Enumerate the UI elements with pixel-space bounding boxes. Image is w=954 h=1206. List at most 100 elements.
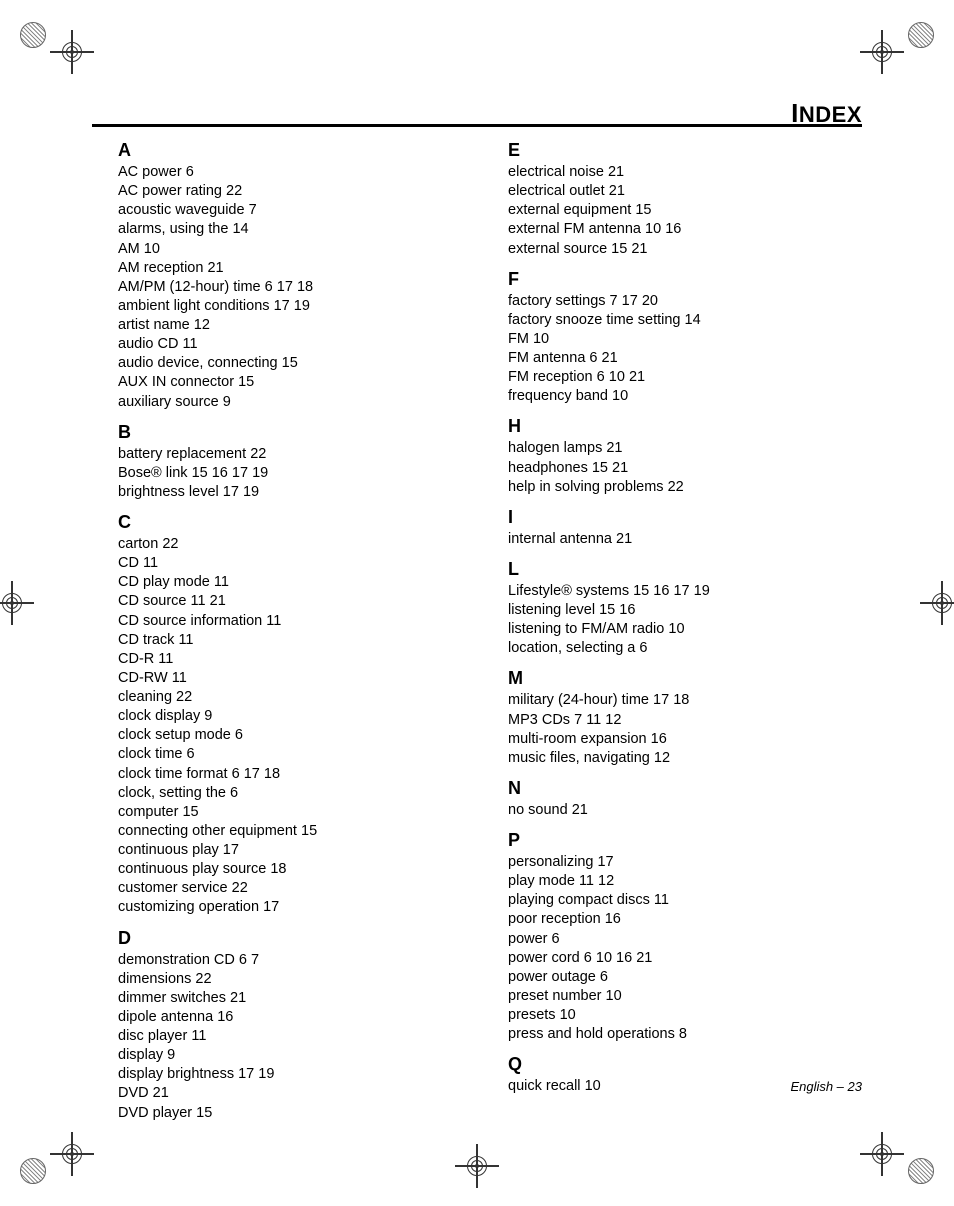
index-page-ref: 6 — [261, 279, 273, 295]
index-page-ref: 21 — [226, 990, 246, 1006]
index-page-ref: 12 — [601, 712, 621, 728]
index-letter: L — [508, 559, 858, 580]
index-term: AM/PM (12-hour) time — [118, 279, 261, 295]
index-entry: CD play mode11 — [118, 573, 468, 592]
index-entry: personalizing17 — [508, 853, 858, 872]
index-page-ref: 21 — [632, 950, 652, 966]
print-mark-ball — [20, 1158, 46, 1184]
index-page-ref: 6 — [580, 950, 592, 966]
index-entry: Bose® link15161719 — [118, 464, 468, 483]
index-page-ref: 17 — [240, 766, 260, 782]
index-term: cleaning — [118, 689, 172, 705]
index-term: CD source — [118, 593, 187, 609]
index-term: AC power rating — [118, 183, 222, 199]
index-page-ref: 18 — [293, 279, 313, 295]
index-term: dipole antenna — [118, 1009, 213, 1025]
index-term: no sound — [508, 802, 568, 818]
index-page-ref: 19 — [254, 1066, 274, 1082]
index-page-ref: 16 — [661, 221, 681, 237]
index-page-ref: 10 — [592, 950, 612, 966]
index-term: factory snooze time setting — [508, 312, 680, 328]
index-entry: CD source information11 — [118, 612, 468, 631]
index-page-ref: 15 — [178, 804, 198, 820]
index-page-ref: 16 — [213, 1009, 233, 1025]
print-mark-ball — [908, 1158, 934, 1184]
index-letter: B — [118, 422, 468, 443]
index-entry: DVD21 — [118, 1084, 468, 1103]
index-column-left: AAC power6AC power rating22acoustic wave… — [118, 140, 468, 1133]
index-entry: factory settings71720 — [508, 292, 858, 311]
index-entry: preset number10 — [508, 987, 858, 1006]
index-term: clock display — [118, 708, 200, 724]
index-page-ref: 11 — [139, 555, 158, 571]
index-page-ref: 21 — [598, 350, 618, 366]
index-page-ref: 10 — [641, 221, 661, 237]
index-entry: headphones1521 — [508, 459, 858, 478]
index-entry: artist name12 — [118, 316, 468, 335]
index-term: demonstration CD — [118, 952, 235, 968]
index-term: alarms, using the — [118, 221, 228, 237]
index-page-ref: 16 — [601, 911, 621, 927]
index-page-ref: 6 — [585, 350, 597, 366]
index-entry: listening level1516 — [508, 601, 858, 620]
index-entry: playing compact discs11 — [508, 891, 858, 910]
print-mark-ball — [20, 22, 46, 48]
index-page-ref: 15 — [607, 241, 627, 257]
registration-mark — [50, 1132, 94, 1176]
index-term: halogen lamps — [508, 440, 602, 456]
index-entry: connecting other equipment15 — [118, 822, 468, 841]
index-page-ref: 20 — [638, 293, 658, 309]
index-section: Ccarton22CD11CD play mode11CD source1121… — [118, 512, 468, 918]
index-page-ref: 11 — [210, 574, 229, 590]
index-page-ref: 15 — [297, 823, 317, 839]
index-letter: F — [508, 269, 858, 290]
index-page-ref: 17 — [669, 583, 689, 599]
index-term: display brightness — [118, 1066, 234, 1082]
index-term: continuous play source — [118, 861, 266, 877]
index-page-ref: 21 — [602, 440, 622, 456]
index-section: AAC power6AC power rating22acoustic wave… — [118, 140, 468, 412]
index-page-ref: 17 — [270, 298, 290, 314]
index-page-ref: 19 — [290, 298, 310, 314]
index-page-ref: 11 — [187, 1028, 206, 1044]
index-term: AUX IN connector — [118, 374, 234, 390]
index-entry: audio CD11 — [118, 335, 468, 354]
index-section: Mmilitary (24-hour) time1718MP3 CDs71112… — [508, 668, 858, 768]
index-page-ref: 15 — [595, 602, 615, 618]
index-page-ref: 10 — [556, 1007, 576, 1023]
index-entry: customizing operation17 — [118, 898, 468, 917]
index-entry: cleaning22 — [118, 688, 468, 707]
index-page-ref: 10 — [608, 388, 628, 404]
index-term: FM antenna — [508, 350, 585, 366]
index-page-ref: 17 — [618, 293, 638, 309]
index-page-ref: 21 — [568, 802, 588, 818]
index-letter: D — [118, 928, 468, 949]
index-term: clock setup mode — [118, 727, 231, 743]
index-letter: C — [118, 512, 468, 533]
index-entry: multi-room expansion16 — [508, 730, 858, 749]
index-entry: clock time format61718 — [118, 765, 468, 784]
index-term: power outage — [508, 969, 596, 985]
index-page-ref: 9 — [219, 394, 231, 410]
index-term: auxiliary source — [118, 394, 219, 410]
index-page-ref: 19 — [690, 583, 710, 599]
index-entry: internal antenna21 — [508, 530, 858, 549]
index-page-ref: 16 — [647, 731, 667, 747]
index-entry: CD11 — [118, 554, 468, 573]
index-entry: CD source1121 — [118, 592, 468, 611]
index-term: press and hold operations — [508, 1026, 675, 1042]
index-entry: alarms, using the14 — [118, 220, 468, 239]
index-term: display — [118, 1047, 163, 1063]
index-page-ref: 14 — [680, 312, 700, 328]
index-entry: battery replacement22 — [118, 445, 468, 464]
index-page-ref: 15 — [234, 374, 254, 390]
index-term: power cord — [508, 950, 580, 966]
index-page-ref: 19 — [248, 465, 268, 481]
index-term: headphones — [508, 460, 588, 476]
index-section: Hhalogen lamps21headphones1521help in so… — [508, 416, 858, 496]
index-entry: AM10 — [118, 240, 468, 259]
index-entry: clock setup mode6 — [118, 726, 468, 745]
index-letter: I — [508, 507, 858, 528]
index-page-ref: 22 — [191, 971, 211, 987]
index-term: listening level — [508, 602, 595, 618]
